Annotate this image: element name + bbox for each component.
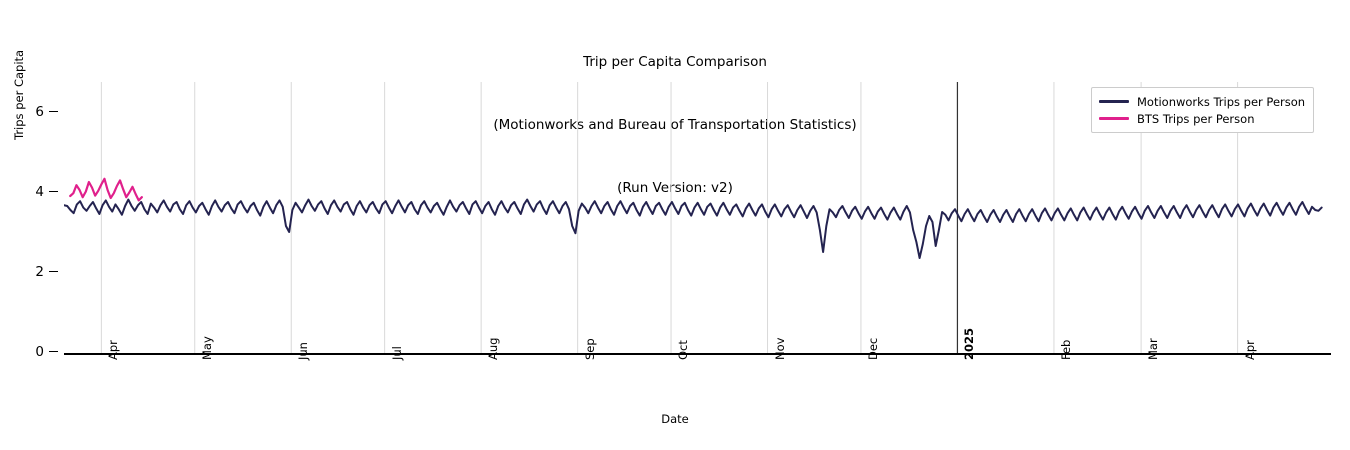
legend-swatch-icon <box>1099 99 1129 104</box>
data-series <box>64 177 1323 259</box>
x-tick-apr: Apr <box>1242 340 1257 360</box>
legend-label: Motionworks Trips per Person <box>1137 94 1306 109</box>
legend-swatch-icon <box>1099 116 1129 121</box>
series-line-0 <box>64 198 1323 259</box>
legend-item-0[interactable]: Motionworks Trips per Person <box>1099 93 1305 110</box>
x-tick-may: May <box>199 336 214 360</box>
x-axis-label: Date <box>661 412 689 426</box>
legend-label: BTS Trips per Person <box>1137 111 1255 126</box>
x-tick-mar: Mar <box>1146 338 1161 360</box>
x-tick-jul: Jul <box>389 346 404 360</box>
x-tick-apr: Apr <box>106 340 121 360</box>
series-line-1 <box>69 177 143 202</box>
x-tick-sep: Sep <box>582 338 597 360</box>
chart-legend: Motionworks Trips per Person BTS Trips pe… <box>1091 87 1315 133</box>
chart-title-line2: (Motionworks and Bureau of Transportatio… <box>493 117 857 133</box>
y-axis-label: Trips per Capita <box>12 49 26 140</box>
x-tick-jun: Jun <box>296 342 311 360</box>
x-tick-feb: Feb <box>1058 339 1073 360</box>
chart-title-line1: Trip per Capita Comparison <box>583 54 767 70</box>
x-axis-line <box>64 353 1331 355</box>
y-tick-2: 2 <box>35 264 58 280</box>
x-tick-oct: Oct <box>676 340 691 360</box>
x-tick-aug: Aug <box>486 337 501 360</box>
y-tick-0: 0 <box>35 344 58 360</box>
x-tick-dec: Dec <box>865 337 880 360</box>
y-tick-6: 6 <box>35 104 58 120</box>
x-tick-2025: 2025 <box>962 327 977 360</box>
x-tick-nov: Nov <box>772 337 787 360</box>
chart-title: Trip per Capita Comparison (Motionworks … <box>0 10 1350 241</box>
gridlines <box>100 82 1239 354</box>
plot-area <box>64 82 1331 354</box>
chart-title-line3: (Run Version: v2) <box>617 180 733 196</box>
y-tick-4: 4 <box>35 184 58 200</box>
legend-item-1[interactable]: BTS Trips per Person <box>1099 110 1305 127</box>
plot-svg <box>64 82 1323 354</box>
